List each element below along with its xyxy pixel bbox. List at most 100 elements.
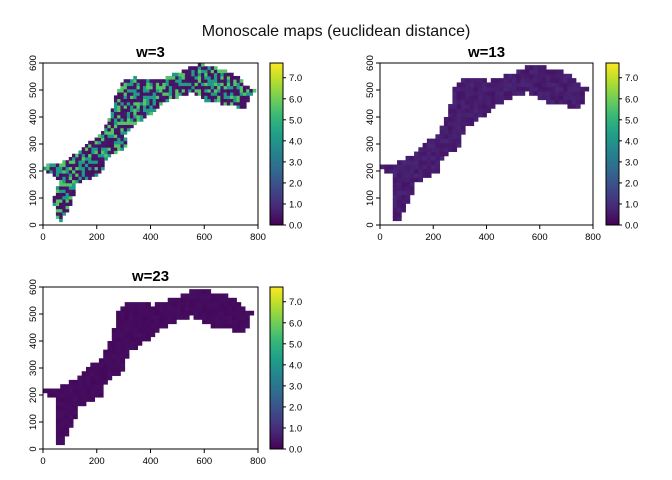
raster-cell xyxy=(448,125,453,131)
raster-cell xyxy=(426,155,432,161)
raster-cell xyxy=(130,114,134,119)
raster-cell xyxy=(86,366,91,372)
raster-cell xyxy=(55,163,60,168)
raster-cell xyxy=(133,82,137,87)
raster-cell xyxy=(558,91,564,96)
raster-cell xyxy=(116,328,121,333)
x-tick-label: 200 xyxy=(425,232,441,243)
raster-cell xyxy=(124,315,130,320)
raster-cell xyxy=(204,82,208,87)
raster-cell xyxy=(465,108,470,114)
raster-cell xyxy=(59,163,63,168)
raster-cell xyxy=(55,169,60,174)
raster-cell xyxy=(68,392,74,398)
raster-cell xyxy=(110,121,115,125)
raster-cell xyxy=(184,293,190,299)
raster-cell xyxy=(546,91,551,96)
x-tick-label: 600 xyxy=(196,456,212,467)
raster-cell xyxy=(117,88,121,93)
raster-cell xyxy=(512,73,517,79)
raster-cell xyxy=(130,95,134,100)
raster-cell xyxy=(175,95,179,100)
raster-cell xyxy=(524,78,530,83)
raster-cell xyxy=(97,169,102,174)
raster-cell xyxy=(240,319,246,325)
raster-cell xyxy=(230,85,234,90)
raster-cell xyxy=(55,176,60,181)
raster-cell xyxy=(201,66,205,70)
raster-cell xyxy=(107,121,112,125)
raster-cell xyxy=(81,384,87,389)
raster-cell xyxy=(72,163,76,168)
raster-cell xyxy=(133,111,137,116)
raster-cell xyxy=(113,137,118,142)
raster-cell xyxy=(207,66,212,70)
raster-cell xyxy=(94,153,99,158)
raster-cell xyxy=(239,79,244,83)
raster-cell xyxy=(537,69,543,75)
raster-cell xyxy=(146,92,150,96)
raster-cell xyxy=(68,189,73,193)
raster-cell xyxy=(59,205,63,210)
raster-cell xyxy=(120,114,125,119)
raster-cell xyxy=(84,173,89,177)
raster-cell xyxy=(59,195,63,200)
raster-cell xyxy=(507,78,513,83)
raster-cell xyxy=(139,79,144,83)
raster-cell xyxy=(469,117,475,122)
raster-cell xyxy=(150,310,156,316)
raster-cell xyxy=(136,88,141,93)
raster-cell xyxy=(558,82,564,88)
raster-cell xyxy=(86,384,91,389)
raster-cell xyxy=(120,349,126,355)
raster-cell xyxy=(120,92,125,96)
raster-cell xyxy=(537,82,543,88)
raster-cell xyxy=(520,73,526,79)
raster-cell xyxy=(213,69,218,74)
raster-cell xyxy=(401,194,406,200)
raster-cell xyxy=(392,164,398,170)
raster-cell xyxy=(68,156,73,161)
legend-tick-label: 4.0 xyxy=(289,360,302,371)
raster-cell xyxy=(477,108,483,114)
raster-cell xyxy=(88,176,92,181)
raster-cell xyxy=(126,118,131,122)
raster-cell xyxy=(152,105,157,109)
raster-cell xyxy=(233,85,237,90)
raster-cell xyxy=(213,95,218,100)
raster-cell xyxy=(226,101,231,106)
raster-cell xyxy=(155,79,160,83)
raster-cell xyxy=(154,319,160,325)
raster-cell xyxy=(499,78,504,83)
raster-cell xyxy=(123,92,128,96)
raster-cell xyxy=(155,101,160,106)
raster-cell xyxy=(213,82,218,87)
raster-cell xyxy=(477,99,483,105)
raster-cell xyxy=(91,150,95,155)
raster-cell xyxy=(72,189,76,193)
raster-cell xyxy=(435,134,441,139)
raster-cell xyxy=(154,315,160,320)
raster-cell xyxy=(197,79,202,83)
raster-cell xyxy=(193,310,199,316)
raster-cell xyxy=(117,147,121,151)
raster-cell xyxy=(154,310,160,316)
raster-cell xyxy=(426,168,432,174)
raster-cell xyxy=(563,82,568,88)
raster-cell xyxy=(72,192,76,197)
raster-cell xyxy=(149,82,154,87)
raster-cell xyxy=(130,111,134,116)
raster-cell xyxy=(68,195,73,200)
raster-cell xyxy=(541,69,547,75)
raster-cell xyxy=(460,121,466,127)
raster-cell xyxy=(88,163,92,168)
raster-cell xyxy=(220,98,224,103)
raster-cell xyxy=(110,150,115,155)
raster-cell xyxy=(456,134,462,139)
raster-cell xyxy=(227,315,233,320)
y-tick-label: 100 xyxy=(365,190,376,206)
raster-cell xyxy=(97,134,102,138)
raster-cell xyxy=(233,92,237,96)
raster-cell xyxy=(159,310,164,316)
raster-cell xyxy=(120,108,125,112)
